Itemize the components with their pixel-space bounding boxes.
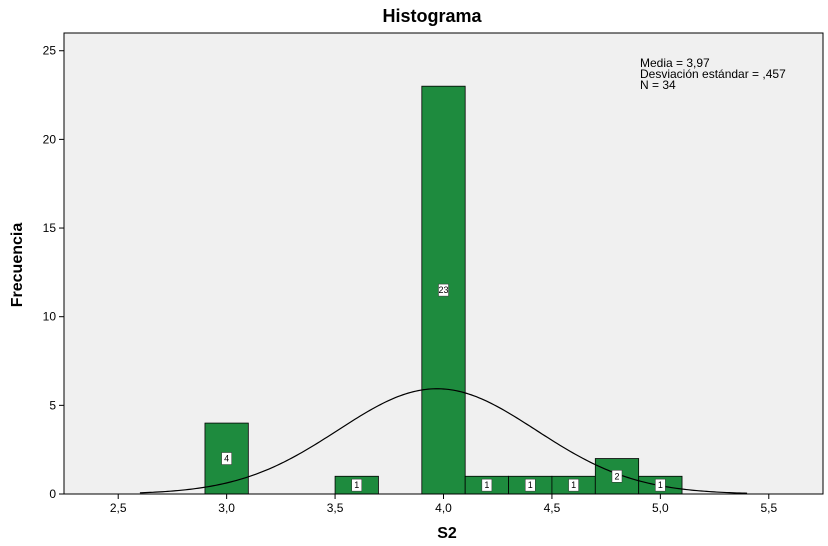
bar-label-box [351, 478, 363, 492]
x-tick-label: 4,5 [544, 501, 561, 515]
stats-sd: Desviación estándar = ,457 [640, 67, 786, 81]
y-tick-label: 0 [49, 487, 56, 501]
bar-label-text: 4 [224, 454, 229, 464]
normal-curve [139, 388, 748, 494]
bar-label-box [438, 283, 449, 297]
bar-label-box [611, 470, 623, 483]
bar-label-text: 1 [658, 480, 663, 490]
bar-label: 1 [351, 478, 363, 492]
bar-label-box [481, 478, 493, 492]
bar-label: 1 [481, 478, 493, 492]
bar-labels-layer: 4 1 23 1 1 1 2 1 [221, 283, 666, 492]
bar-label: 1 [568, 478, 579, 492]
y-tick-label: 10 [43, 310, 57, 324]
bar-label-text: 1 [484, 480, 489, 490]
bar-label-text: 1 [571, 480, 576, 490]
bar-label-box [568, 478, 579, 492]
bar-label: 4 [221, 452, 232, 465]
x-tick-label: 4,0 [435, 501, 452, 515]
x-axis-title: S2 [437, 525, 457, 542]
stats-mean: Media = 3,97 [640, 56, 710, 70]
bar-label-text: 1 [354, 480, 359, 490]
x-tick-label: 3,5 [327, 501, 344, 515]
bar-label-box [221, 452, 232, 465]
y-tick-label: 25 [43, 44, 57, 58]
bar-label: 1 [655, 478, 666, 492]
bar-label: 23 [438, 283, 449, 297]
bar-label-text: 2 [614, 471, 619, 481]
x-tick-label: 3,0 [218, 501, 235, 515]
bar-label-box [655, 478, 666, 492]
x-tick-label: 2,5 [110, 501, 127, 515]
y-tick-label: 15 [43, 221, 57, 235]
bar-label-text: 1 [528, 480, 533, 490]
bar-label-text: 23 [438, 285, 448, 295]
y-axis-title: Frecuencia [9, 223, 26, 308]
x-tick-label: 5,0 [652, 501, 669, 515]
chart-title: Histograma [382, 6, 482, 26]
y-tick-label: 5 [49, 398, 56, 412]
x-tick-label: 5,5 [760, 501, 777, 515]
bar-label: 1 [524, 478, 536, 492]
y-tick-label: 20 [43, 132, 57, 146]
bar-label-box [524, 478, 536, 492]
stats-n: N = 34 [640, 78, 676, 92]
bar-label: 2 [611, 470, 623, 483]
axes-layer: 2,5 3,0 3,5 4,0 4,5 5,0 5,5 0 5 10 15 20 25 [43, 33, 823, 515]
